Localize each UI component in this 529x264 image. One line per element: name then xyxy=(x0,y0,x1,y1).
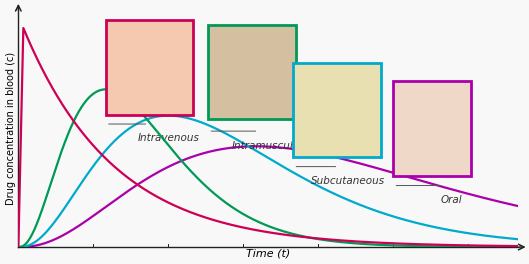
Bar xyxy=(294,63,381,157)
Bar xyxy=(394,81,471,176)
Y-axis label: Drug concentration in blood (c): Drug concentration in blood (c) xyxy=(6,52,15,205)
Bar xyxy=(106,20,194,115)
Bar xyxy=(208,25,296,119)
Text: Oral: Oral xyxy=(440,195,462,205)
X-axis label: Time (t): Time (t) xyxy=(247,248,290,258)
Text: Subcutaneous: Subcutaneous xyxy=(312,176,386,186)
Text: Intravenous: Intravenous xyxy=(138,134,199,144)
Text: Intramuscular: Intramuscular xyxy=(232,141,305,150)
